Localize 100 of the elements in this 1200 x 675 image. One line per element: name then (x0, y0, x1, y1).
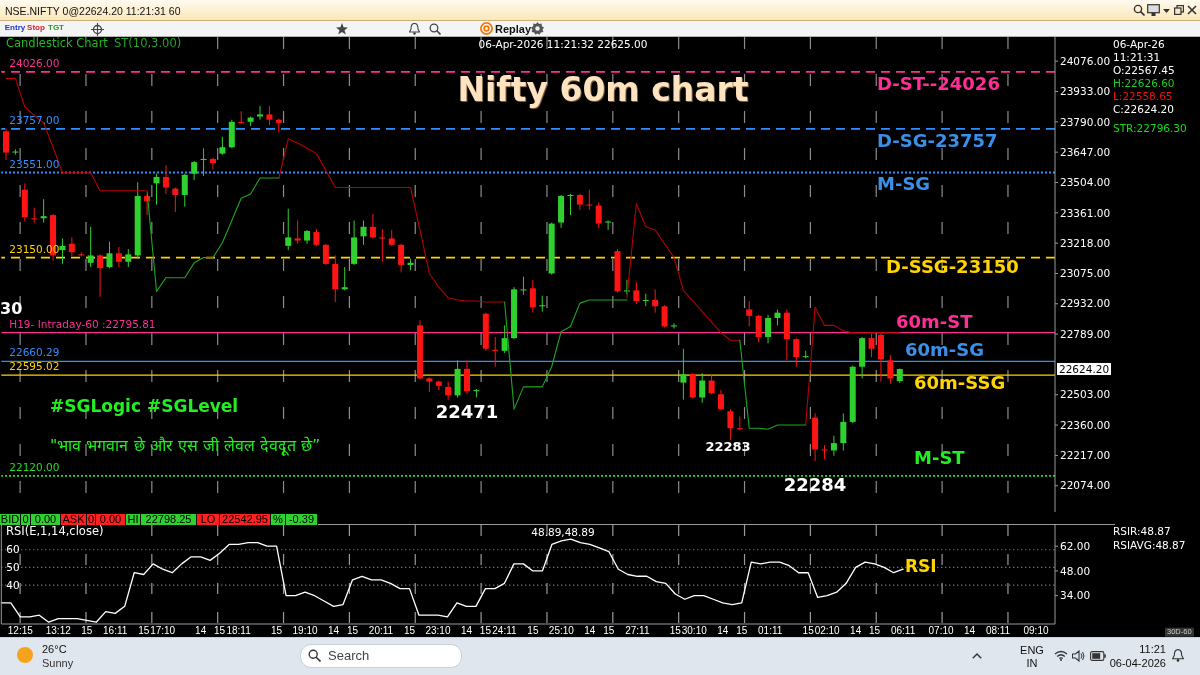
annotation: LO (197, 513, 219, 525)
candlestick (59, 237, 66, 265)
y-tick-label: 23504.00 (1060, 176, 1111, 189)
text: Nifty 60m chart (457, 70, 749, 110)
y-tick-label: 23933.00 (1060, 85, 1111, 98)
candlestick (153, 173, 160, 206)
ref-line-label: H19- Intraday-60 :22795.81 (9, 317, 156, 330)
candlestick (840, 412, 847, 451)
candlestick (115, 246, 122, 268)
text: TGT (48, 23, 64, 33)
text: 11:21 (1139, 642, 1166, 656)
annotation: M-SG (877, 172, 931, 195)
candlestick (369, 213, 376, 239)
x-tick-label: 14 (850, 625, 862, 637)
annotation: 22798.25 (141, 513, 196, 525)
annotation: 22471 (435, 400, 499, 423)
x-tick-label: 14 (584, 625, 596, 637)
candlestick (727, 408, 734, 441)
candlestick (266, 105, 273, 126)
annotation: D-SSG-23150 (886, 255, 1019, 278)
candlestick (868, 333, 875, 358)
y-tick-label: 22789.00 (1060, 327, 1111, 340)
x-tick-label: 30:10 (681, 625, 708, 637)
ref-line-label: 24026.00 (9, 56, 60, 69)
text: Entry (4, 23, 26, 33)
candlestick (12, 148, 19, 156)
annotation: RSI (905, 556, 937, 577)
text: RSIAVG:48.87 (1113, 538, 1186, 552)
ref-line-label: 22660.29 (9, 346, 60, 359)
candlestick (520, 276, 527, 296)
candlestick (209, 157, 216, 171)
text: RSIR:48.87 (1113, 524, 1171, 538)
candlestick (605, 219, 612, 231)
annotation: "भाव भगवान छे और एस जी लेवल देवदूत छे” (50, 435, 321, 456)
candlestick (699, 372, 706, 404)
x-tick-label: 15 (346, 625, 359, 637)
x-tick-label: 17:10 (150, 625, 176, 637)
candlestick (3, 127, 9, 161)
x-tick-label: 15 (214, 625, 226, 637)
candlestick (830, 435, 837, 457)
text: 11:21:31 (1113, 50, 1161, 64)
annotation: 22542.95 (220, 513, 270, 525)
candlestick (341, 266, 348, 291)
candlestick (586, 189, 593, 211)
x-tick-label: 19:10 (292, 625, 319, 637)
text: O:22567.45 (1113, 63, 1175, 77)
candlestick (191, 160, 198, 181)
annotation: BID (0, 513, 20, 525)
x-tick-label: 16:11 (103, 625, 128, 637)
text: ENG (1020, 643, 1044, 657)
candlestick (670, 322, 677, 330)
x-tick-label: 14 (964, 625, 976, 637)
text: Replay (495, 22, 532, 36)
x-tick-label: 24:11 (492, 625, 517, 637)
ref-line-label: 23551.00 (9, 157, 60, 170)
x-tick-label: 20:11 (368, 625, 394, 637)
text: 06-04-2026 (1109, 656, 1166, 670)
x-tick-label: 15 (869, 625, 881, 637)
x-tick-label: 15 (603, 625, 615, 637)
candlestick (172, 187, 179, 213)
annotation: ASK (61, 513, 86, 525)
candlestick (31, 207, 38, 224)
text: 22624.20 (1057, 363, 1112, 376)
y-tick-label: 24076.00 (1060, 54, 1111, 67)
text: H:22626.60 (1113, 76, 1175, 90)
candlestick (661, 304, 668, 329)
line-series (0, 538, 904, 623)
candlestick (162, 164, 169, 195)
candlestick (219, 136, 226, 156)
candlestick (595, 201, 602, 229)
annotation: 22283 (705, 438, 751, 455)
text: L:22558.65 (1113, 89, 1173, 103)
x-tick-label: 14 (195, 625, 207, 637)
x-tick-label: 15 (669, 625, 682, 637)
x-tick-label: 15 (802, 625, 815, 637)
annotation: 0 (87, 513, 95, 525)
candlestick (567, 193, 574, 216)
x-tick-label: 01:11 (758, 625, 783, 637)
y-tick-label: 23361.00 (1060, 206, 1111, 219)
text: 26°C (42, 642, 67, 656)
candlestick (765, 314, 772, 344)
annotation: % (271, 513, 285, 525)
candlestick (106, 241, 113, 269)
candlestick (257, 105, 264, 121)
candlestick (360, 219, 367, 246)
candlestick (125, 248, 132, 268)
candlestick (793, 337, 800, 368)
x-tick-label: 18:11 (226, 625, 252, 637)
ref-line-label: 22120.00 (9, 460, 60, 473)
candlestick (680, 348, 687, 401)
y-tick-label: 23075.00 (1060, 267, 1111, 280)
candlestick (746, 300, 753, 327)
text: C:22624.20 (1113, 102, 1174, 116)
annotation: D-ST--24026 (877, 72, 1000, 95)
annotation: 0.00 (96, 513, 125, 525)
text: Stop (27, 23, 45, 33)
chart-subtitle: Candlestick Chart (4, 36, 110, 51)
y-tick-label: 23790.00 (1060, 115, 1111, 128)
annotation: 48.89,48.89 (531, 525, 595, 539)
x-tick-label: 14 (327, 625, 340, 637)
